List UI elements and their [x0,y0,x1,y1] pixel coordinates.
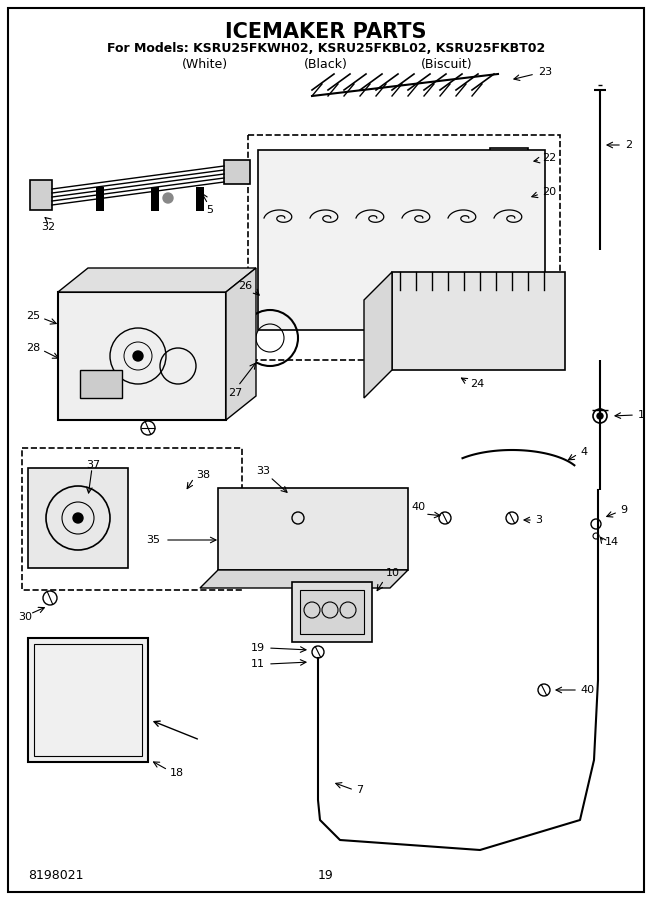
Text: 1: 1 [638,410,645,420]
Bar [34,644,142,756]
Text: 25: 25 [26,311,40,321]
Text: 33: 33 [256,466,270,476]
Text: 23: 23 [538,67,552,77]
Text: 7: 7 [356,785,363,795]
Text: 19: 19 [318,869,334,882]
Text: 20: 20 [542,187,556,197]
Text: 24: 24 [470,379,484,389]
Bar [196,187,204,211]
Text: 5: 5 [207,205,213,215]
Bar [80,370,122,398]
Text: 19: 19 [251,643,265,653]
Text: 18: 18 [170,768,184,778]
Text: 38: 38 [196,470,210,480]
Bar [494,152,524,184]
Bar [248,135,560,360]
Polygon shape [200,570,408,588]
Text: 14: 14 [605,537,619,547]
Circle shape [163,193,173,203]
Text: (Biscuit): (Biscuit) [421,58,473,71]
Bar [218,488,408,570]
Bar [300,590,364,634]
Bar [22,448,242,590]
Text: 27: 27 [228,388,242,398]
Text: 11: 11 [251,659,265,669]
Bar [392,272,565,370]
Text: 4: 4 [580,447,587,457]
Text: ICEMAKER PARTS: ICEMAKER PARTS [225,22,427,42]
Text: 28: 28 [25,343,40,353]
Text: 2: 2 [625,140,632,150]
Polygon shape [364,272,392,398]
Bar [490,148,528,188]
Bar [28,468,128,568]
Bar [151,187,159,211]
Text: 32: 32 [41,222,55,232]
Text: 10: 10 [386,568,400,578]
Text: 37: 37 [86,460,100,470]
Text: 26: 26 [238,281,252,291]
Text: 35: 35 [146,535,160,545]
Polygon shape [58,268,256,292]
Text: 40: 40 [411,502,425,512]
Bar [30,180,52,210]
Polygon shape [226,268,256,420]
Bar [258,150,545,330]
Text: 8198021: 8198021 [28,869,83,882]
Text: (Black): (Black) [304,58,348,71]
Text: 40: 40 [580,685,594,695]
Circle shape [597,413,603,419]
Bar [96,187,104,211]
Circle shape [133,351,143,361]
Bar [58,292,226,420]
Text: For Models: KSRU25FKWH02, KSRU25FKBL02, KSRU25FKBT02: For Models: KSRU25FKWH02, KSRU25FKBL02, … [107,42,545,55]
Circle shape [73,513,83,523]
Bar [292,582,372,642]
Text: 3: 3 [535,515,542,525]
Text: 22: 22 [542,153,556,163]
Bar [224,160,250,184]
Bar [28,638,148,762]
Text: (White): (White) [183,58,228,71]
Text: 9: 9 [620,505,627,515]
Text: 30: 30 [18,612,32,622]
